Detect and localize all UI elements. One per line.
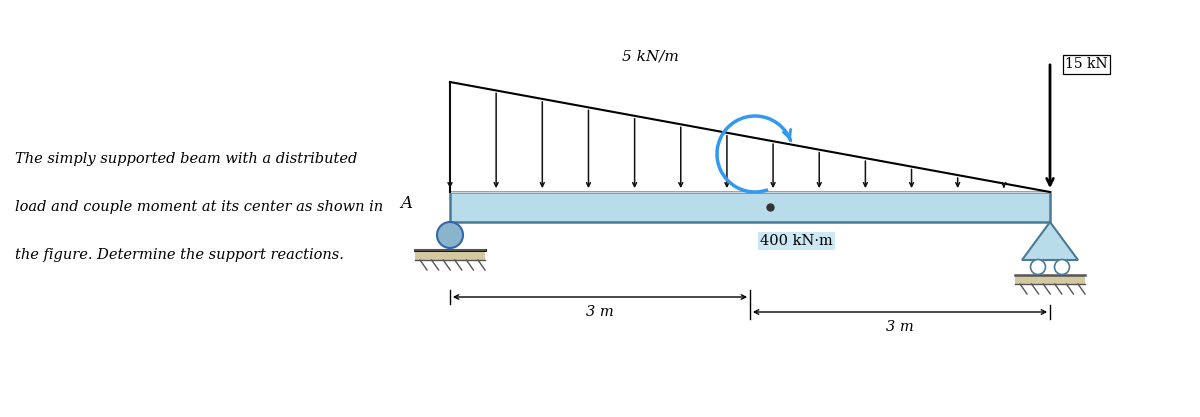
Text: load and couple moment at its center as shown in: load and couple moment at its center as …	[14, 200, 383, 214]
Text: 3 m: 3 m	[886, 320, 914, 334]
Bar	[415, 250, 485, 260]
Text: 15 kN: 15 kN	[1066, 57, 1108, 71]
Text: The simply supported beam with a distributed: The simply supported beam with a distrib…	[14, 152, 358, 166]
Polygon shape	[1022, 222, 1078, 260]
Bar	[450, 192, 1050, 222]
Text: A: A	[400, 196, 412, 213]
Circle shape	[437, 222, 463, 248]
Text: 400 kN·m: 400 kN·m	[760, 234, 833, 248]
Bar	[1015, 274, 1085, 284]
Text: 5 kN/m: 5 kN/m	[622, 50, 678, 64]
Circle shape	[1031, 259, 1045, 274]
Circle shape	[1055, 259, 1069, 274]
Text: the figure. Determine the support reactions.: the figure. Determine the support reacti…	[14, 248, 344, 262]
Text: 3 m: 3 m	[586, 305, 614, 319]
